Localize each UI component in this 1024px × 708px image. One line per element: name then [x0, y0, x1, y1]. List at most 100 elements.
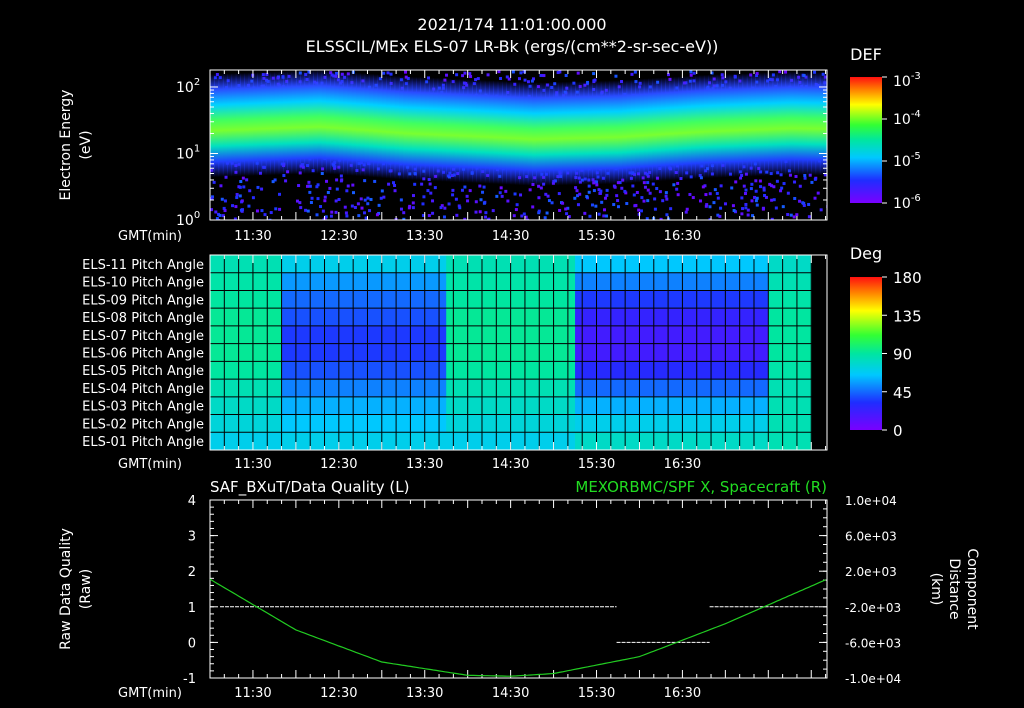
spectrogram-noise-pixel [708, 218, 712, 220]
spectrogram-noise-pixel [507, 77, 511, 81]
spectrogram-noise-pixel [770, 217, 774, 220]
spectrogram-noise-pixel [223, 209, 227, 213]
spectrogram-band-column [437, 77, 443, 182]
spectrogram-noise-pixel [732, 209, 736, 213]
pitch-angle-cell [281, 432, 447, 451]
spectrogram-noise-pixel [478, 210, 482, 214]
spectrogram-noise-pixel [768, 182, 772, 186]
spectrogram-band-column [733, 73, 739, 178]
spectrogram-noise-pixel [463, 217, 467, 220]
spectrogram-noise-pixel [716, 213, 720, 217]
spectrogram-noise-pixel [486, 73, 490, 77]
line-x-tick-label: 12:30 [320, 686, 357, 701]
spectrogram-noise-pixel [504, 189, 508, 193]
spectrogram-band-column [712, 74, 718, 178]
pitch-angle-cell [210, 396, 283, 416]
colorbar-deg-tick-label: 135 [893, 307, 922, 325]
spectrogram-band-column [738, 73, 744, 177]
spectrogram-noise-pixel [298, 201, 302, 205]
spectrogram-noise-pixel [587, 184, 591, 188]
spectrogram-noise-pixel [792, 215, 796, 219]
spectrogram-noise-pixel [708, 205, 712, 209]
spectrogram-noise-pixel [623, 189, 627, 193]
spectrogram-noise-pixel [274, 207, 278, 211]
spectrogram-noise-pixel [363, 179, 367, 183]
spectrogram-panel: 100 101 102 11:30 12:30 13:30 14:30 15:30 16:30… [58, 45, 921, 244]
spectrogram-noise-pixel [658, 190, 662, 194]
spectrogram-band-column [235, 72, 241, 177]
spectrogram-noise-pixel [334, 199, 338, 203]
spectrogram-noise-pixel [373, 179, 377, 183]
spectrogram-noise-pixel [474, 210, 478, 214]
spectrogram-band-column [291, 70, 297, 175]
spectrogram-noise-pixel [710, 71, 714, 75]
spectrogram-noise-pixel [263, 213, 267, 217]
spectrogram-noise-pixel [431, 211, 435, 215]
spectrogram-noise-pixel [460, 188, 464, 192]
spectrogram-band-column [484, 80, 490, 184]
spectrogram-noise-pixel [379, 196, 383, 200]
spectrogram-noise-pixel [458, 206, 462, 210]
spectrogram-noise-pixel [779, 189, 783, 193]
spectrogram-band-column [781, 71, 787, 176]
pitch-angle-cell [575, 325, 769, 345]
spectrogram-noise-pixel [433, 186, 437, 190]
pitch-angle-image [210, 255, 827, 451]
spectrogram-noise-pixel [305, 184, 309, 188]
spectrogram-noise-pixel [239, 180, 243, 184]
spectrogram-band-column [429, 77, 434, 182]
spectrogram-noise-pixel [369, 197, 373, 201]
line-ylabel-left-2: (Raw) [78, 569, 94, 609]
spectrogram-noise-pixel [598, 191, 602, 195]
spectrogram-band-column [536, 82, 542, 186]
spectrogram-noise-pixel [723, 202, 727, 206]
spectrogram-noise-pixel [633, 70, 637, 74]
line-left-tick-label: 2 [188, 565, 196, 580]
spectrogram-noise-pixel [749, 187, 753, 191]
spectrogram-band-column [489, 80, 495, 184]
line-x-ticks: 11:30 12:30 13:30 14:30 15:30 16:30 [209, 500, 827, 701]
spectrogram-noise-pixel [526, 80, 530, 84]
spectrogram-noise-pixel [519, 193, 523, 197]
spectrogram-noise-pixel [240, 199, 244, 203]
spectrogram-noise-pixel [442, 215, 446, 219]
pitch-angle-cell [210, 290, 283, 309]
spectrogram-band-column [566, 81, 572, 186]
spectrogram-band-column [424, 77, 430, 181]
spectrogram-noise-pixel [685, 207, 689, 211]
spectrogram-band-column [407, 76, 413, 181]
spectrogram-noise-pixel [335, 187, 339, 191]
spectrogram-band-column [227, 73, 233, 177]
spectrogram-noise-pixel [479, 198, 483, 202]
spectrogram-band-column [493, 80, 499, 185]
spectrogram-band-column [265, 71, 271, 176]
pitch-angle-cell [210, 272, 283, 291]
spectrogram-band-column [811, 71, 817, 176]
spectrogram-band-column [824, 72, 827, 176]
spectrogram-noise-pixel [605, 188, 609, 192]
spectrogram-noise-pixel [676, 181, 680, 185]
pitch-angle-row-label: ELS-04 Pitch Angle [82, 382, 204, 397]
spectrogram-x-ticks: 11:30 12:30 13:30 14:30 15:30 16:30 [209, 70, 827, 244]
colorbar-deg-tick-label: 45 [893, 384, 912, 402]
spectrogram-noise-pixel [653, 207, 657, 211]
spectrogram-noise-pixel [546, 194, 550, 198]
spectrogram-noise-pixel [310, 196, 314, 200]
pitch-angle-cell [768, 396, 812, 416]
spectrogram-noise-pixel [269, 211, 273, 215]
spectrogram-band-column [278, 71, 284, 175]
spectrogram-noise-pixel [523, 78, 527, 82]
pitch-angle-cell [210, 414, 283, 433]
spectrogram-noise-pixel [325, 179, 329, 183]
pitch-angle-cell [281, 361, 447, 380]
spectrogram-noise-pixel [339, 174, 343, 178]
spectrogram-band-column [459, 78, 464, 183]
spectrogram-band-column [772, 72, 778, 176]
line-x-tick-label: 14:30 [492, 686, 529, 701]
spectrogram-noise-pixel [653, 197, 657, 201]
spectrogram-noise-pixel [530, 79, 534, 83]
spectrogram-band-column [596, 80, 602, 185]
spectrogram-noise-pixel [399, 198, 403, 202]
spectrogram-noise-pixel [380, 189, 384, 193]
spectrogram-noise-pixel [522, 212, 526, 216]
